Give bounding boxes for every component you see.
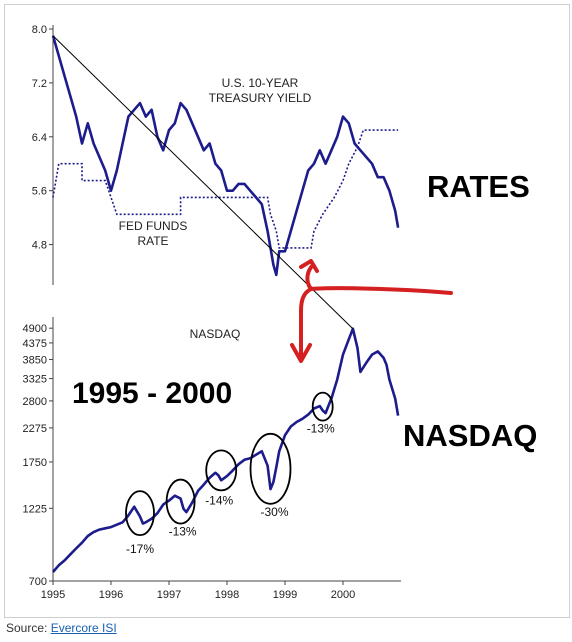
nasdaq-tick-label: 700 bbox=[29, 576, 47, 588]
fed-funds-rate-line bbox=[52, 129, 399, 249]
nasdaq-tick-label: 4375 bbox=[23, 338, 47, 350]
chart-canvas: 8.0 7.2 6.4 5.6 4.8 U.S. 10-YEAR TREASURY YI… bbox=[23, 24, 538, 601]
rates-tick-label: 4.8 bbox=[32, 240, 47, 252]
correction-circle bbox=[205, 449, 238, 492]
nasdaq-panel: 4900 4375 3850 3325 2800 2275 1750 1225 700 1995… bbox=[23, 317, 401, 601]
x-tick-label: 1996 bbox=[99, 589, 123, 601]
rates-y-ticks: 8.0 7.2 6.4 5.6 4.8 bbox=[32, 24, 53, 252]
ten-year-label-line2: TREASURY YIELD bbox=[209, 91, 312, 105]
x-tick-label: 2000 bbox=[331, 589, 355, 601]
correction-label: -14% bbox=[205, 493, 233, 507]
correction-annotations: -17% -13% -14% -30% -13% bbox=[125, 391, 335, 556]
red-arrow bbox=[290, 259, 453, 363]
correction-label: -13% bbox=[307, 422, 335, 436]
figure-frame: 8.0 7.2 6.4 5.6 4.8 U.S. 10-YEAR TREASURY YI… bbox=[4, 4, 570, 618]
nasdaq-tick-label: 3325 bbox=[23, 374, 47, 386]
rates-panel: 8.0 7.2 6.4 5.6 4.8 U.S. 10-YEAR TREASURY YI… bbox=[32, 24, 400, 285]
correction-circle bbox=[311, 391, 334, 422]
x-tick-label: 1995 bbox=[41, 589, 65, 601]
peak-connector-line bbox=[52, 35, 354, 330]
rates-tick-label: 5.6 bbox=[32, 186, 47, 198]
correction-label: -13% bbox=[169, 525, 197, 539]
nasdaq-x-ticks: 1995 1996 1997 1998 1999 2000 bbox=[41, 581, 355, 601]
correction-circle bbox=[165, 478, 196, 525]
source-prefix: Source: bbox=[6, 621, 51, 635]
nasdaq-tick-label: 4900 bbox=[23, 323, 47, 335]
rates-tick-label: 7.2 bbox=[32, 78, 47, 90]
correction-circle bbox=[249, 432, 292, 505]
period-callout: 1995 - 2000 bbox=[72, 377, 232, 410]
rates-tick-label: 6.4 bbox=[32, 132, 47, 144]
nasdaq-callout: NASDAQ bbox=[403, 418, 537, 453]
nasdaq-tick-label: 3850 bbox=[23, 355, 47, 367]
fed-funds-label-line2: RATE bbox=[137, 234, 168, 248]
nasdaq-tick-label: 1750 bbox=[23, 457, 47, 469]
nasdaq-tick-label: 2800 bbox=[23, 396, 47, 408]
correction-circle bbox=[125, 490, 155, 537]
ten-year-yield-line bbox=[51, 35, 400, 277]
nasdaq-y-ticks: 4900 4375 3850 3325 2800 2275 1750 1225 700 bbox=[23, 323, 53, 588]
source-line: Source: Evercore ISI bbox=[6, 621, 117, 635]
source-link[interactable]: Evercore ISI bbox=[50, 621, 117, 635]
nasdaq-tick-label: 2275 bbox=[23, 423, 47, 435]
x-tick-label: 1999 bbox=[273, 589, 297, 601]
ten-year-label-line1: U.S. 10-YEAR bbox=[222, 76, 299, 90]
rates-callout: RATES bbox=[427, 169, 530, 204]
nasdaq-tick-label: 1225 bbox=[23, 503, 47, 515]
correction-label: -30% bbox=[260, 505, 288, 519]
correction-label: -17% bbox=[126, 542, 154, 556]
nasdaq-series-label: NASDAQ bbox=[190, 327, 241, 341]
fed-funds-label-line1: FED FUNDS bbox=[119, 219, 188, 233]
x-tick-label: 1997 bbox=[157, 589, 181, 601]
x-tick-label: 1998 bbox=[215, 589, 239, 601]
rates-tick-label: 8.0 bbox=[32, 24, 47, 36]
